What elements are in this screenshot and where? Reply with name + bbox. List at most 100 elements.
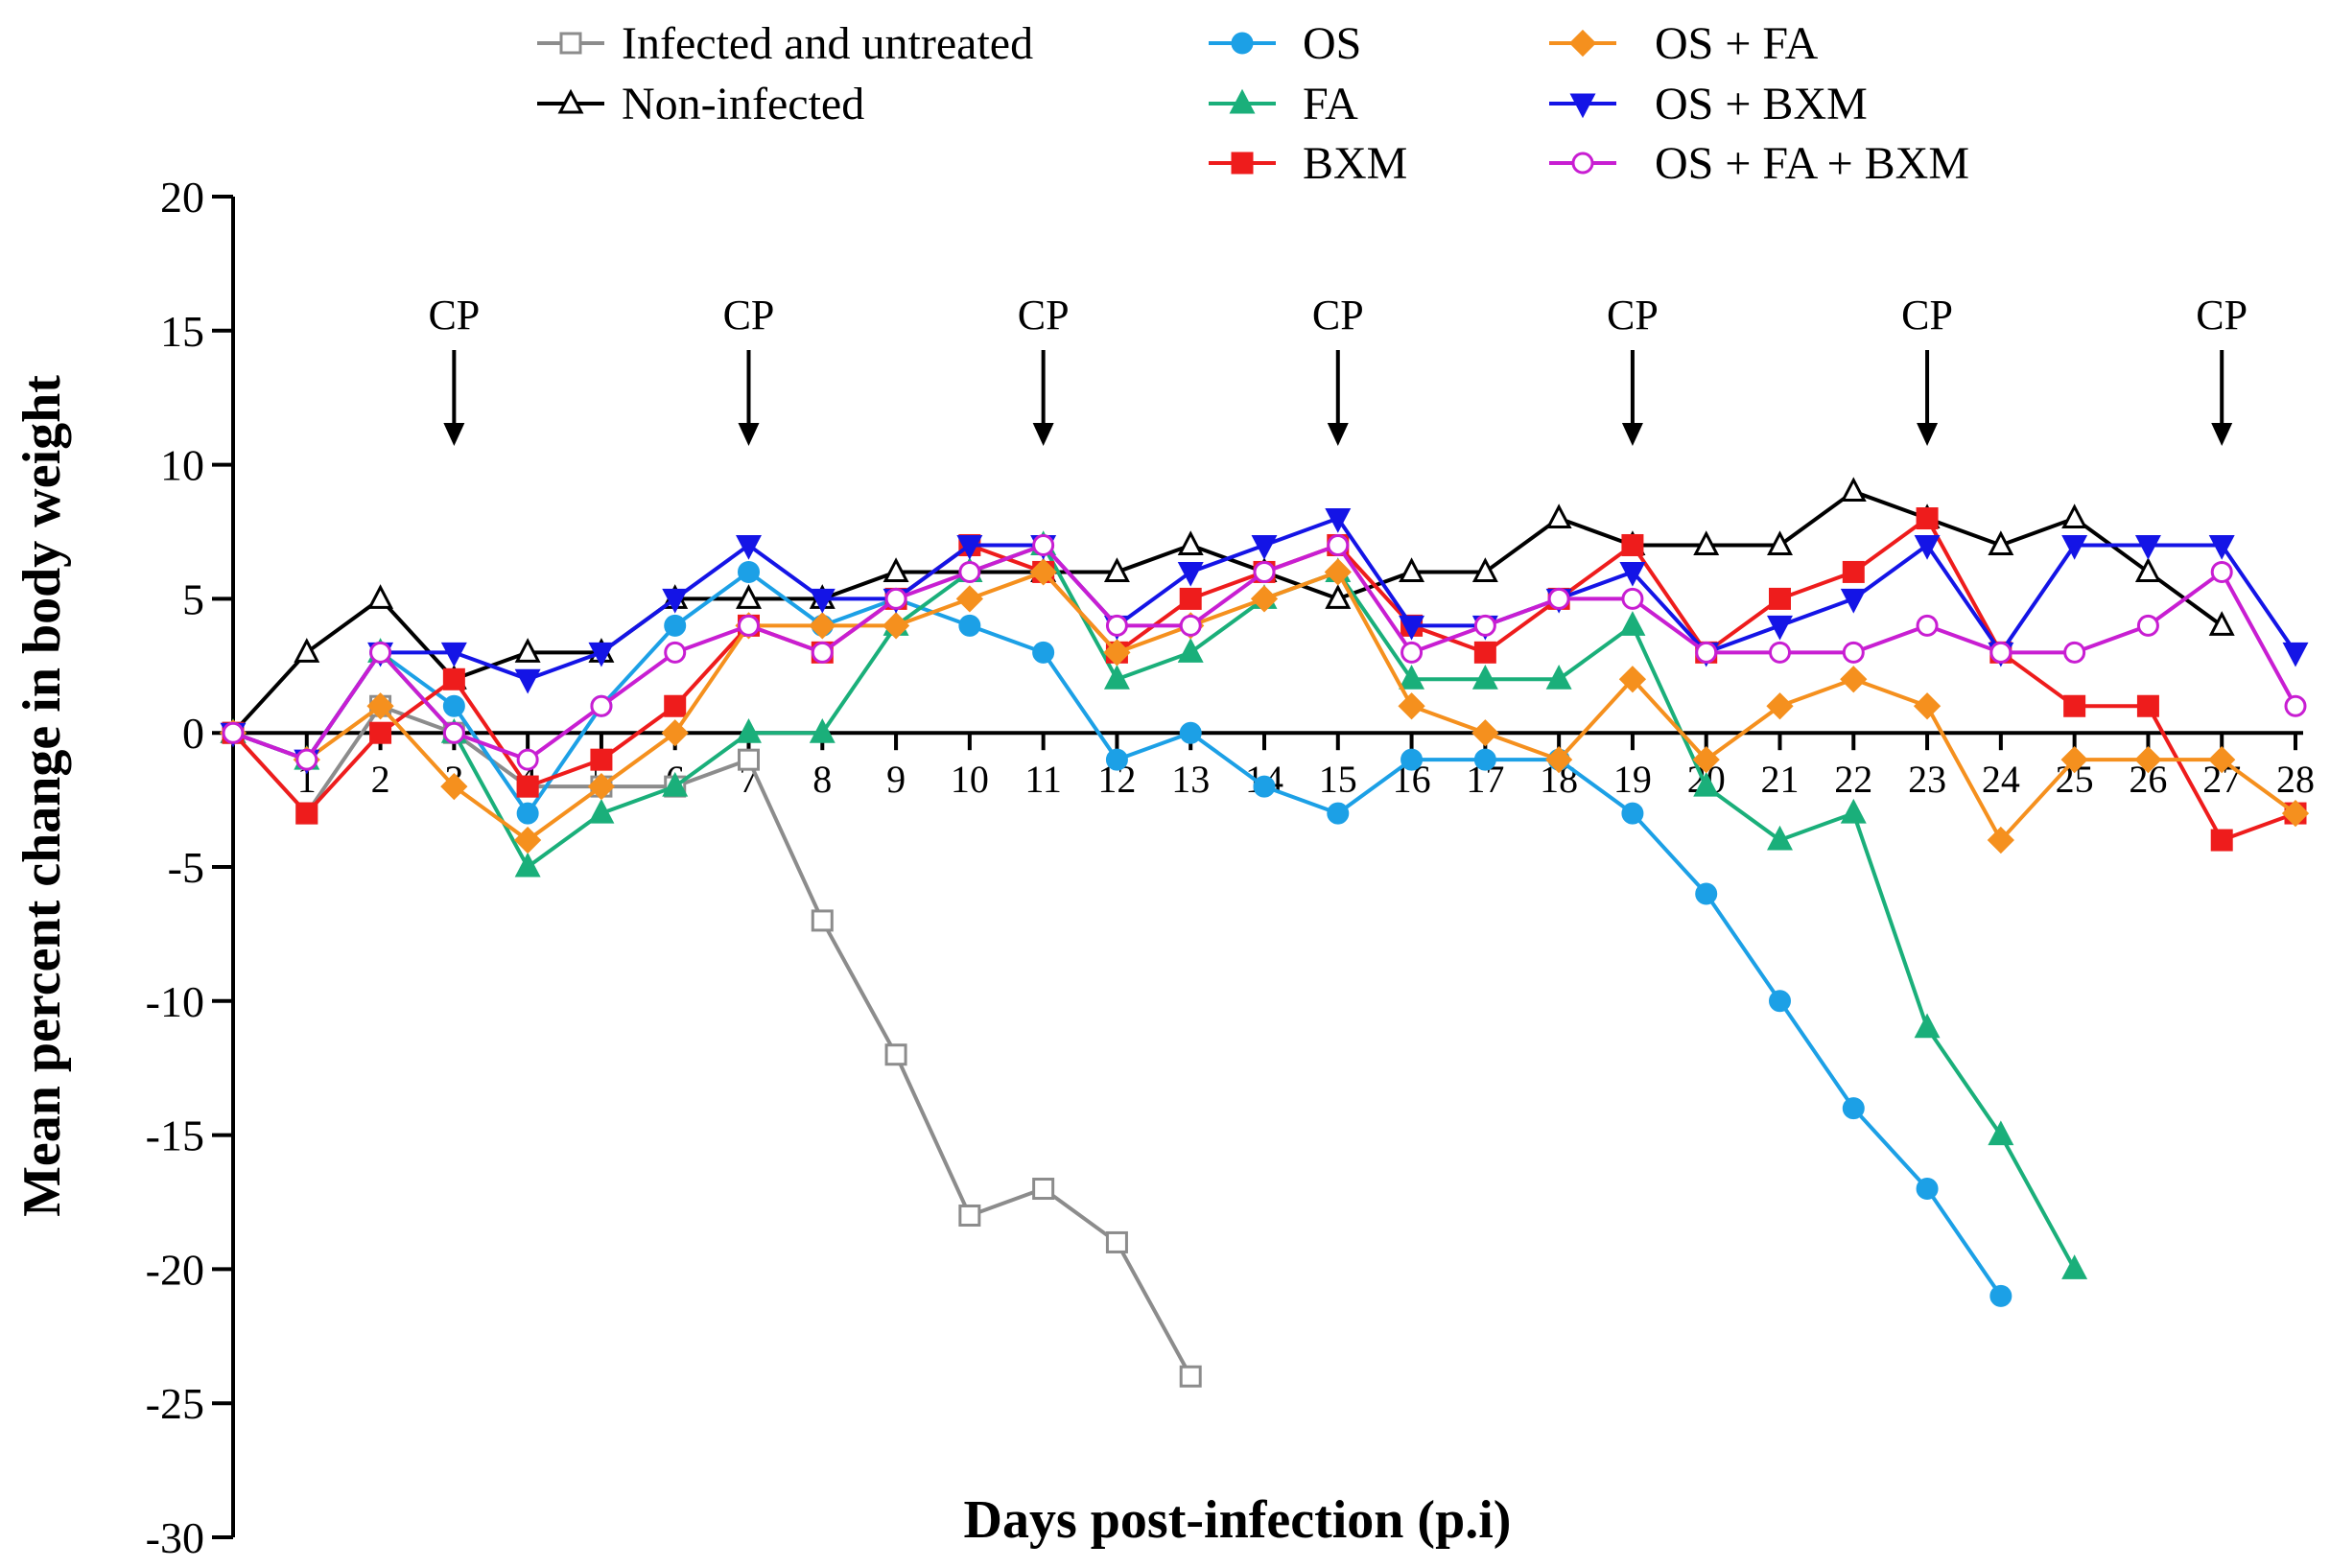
y-tick-label: -30 — [146, 1513, 204, 1562]
x-tick-label: 11 — [1024, 758, 1062, 801]
data-point — [1989, 1284, 2012, 1307]
data-point — [738, 614, 760, 637]
data-point — [1842, 560, 1865, 583]
data-point — [1695, 882, 1718, 905]
data-point — [1105, 614, 1128, 637]
data-point — [1399, 665, 1425, 690]
cp-annotation-label: CP — [428, 292, 480, 339]
data-point — [1769, 587, 1791, 610]
series-os-fa-bxm — [222, 533, 2307, 771]
data-point — [2210, 829, 2233, 852]
data-point — [1769, 990, 1791, 1013]
data-point — [1473, 748, 1496, 771]
y-tick-label: 5 — [182, 574, 204, 623]
data-point — [1693, 530, 1720, 555]
data-point — [1327, 533, 1350, 556]
data-point — [1621, 802, 1644, 825]
data-point — [2063, 641, 2086, 664]
y-tick-label: -25 — [146, 1379, 204, 1428]
data-point — [1618, 666, 1647, 693]
cp-annotation-label: CP — [723, 292, 775, 339]
data-point — [811, 909, 834, 932]
data-point — [2208, 611, 2235, 636]
x-tick-label: 21 — [1761, 758, 1800, 801]
legend-item-os-bxm: OS + BXM — [1549, 79, 1868, 129]
y-tick-label: -5 — [168, 843, 204, 892]
data-point — [2282, 642, 2309, 667]
data-point — [1032, 533, 1055, 556]
data-point — [809, 612, 836, 640]
cp-arrow-head — [1327, 423, 1349, 446]
data-point — [1398, 692, 1425, 720]
data-point — [2136, 694, 2159, 717]
data-point — [1619, 561, 1646, 587]
y-tick-label: 10 — [160, 441, 204, 490]
data-point — [1767, 615, 1793, 641]
data-point — [2061, 503, 2088, 529]
data-point — [2060, 746, 2088, 774]
data-point — [2063, 694, 2086, 717]
data-point — [1545, 503, 1572, 529]
data-point — [1767, 530, 1793, 555]
legend-item-os-fa-bxm: OS + FA + BXM — [1549, 138, 1969, 189]
y-tick-label: -20 — [146, 1245, 204, 1294]
data-point — [1916, 1178, 1939, 1201]
data-point — [2134, 557, 2161, 582]
y-tick-label: 0 — [182, 709, 204, 758]
data-point — [736, 534, 762, 560]
x-tick-label: 15 — [1319, 758, 1357, 801]
data-point — [811, 641, 834, 664]
cp-arrow-head — [1917, 423, 1939, 446]
cp-arrow-head — [1032, 423, 1054, 446]
series-fa — [220, 530, 2088, 1279]
cp-annotations: CP CP CP CP CP CP CP — [428, 292, 2248, 446]
x-tick-label: 9 — [886, 758, 906, 801]
data-point — [1693, 771, 1720, 797]
data-point — [1471, 719, 1499, 747]
cp-annotation-label: CP — [1901, 292, 1953, 339]
data-point — [1179, 587, 1202, 610]
data-point — [1253, 775, 1276, 798]
data-point — [1547, 587, 1570, 610]
data-point — [514, 638, 541, 663]
data-point — [1766, 692, 1794, 720]
data-point — [294, 638, 320, 663]
data-point — [882, 612, 910, 640]
data-point — [440, 642, 467, 667]
legend-item-os-fa: OS + FA — [1549, 18, 1819, 69]
data-point — [809, 717, 836, 743]
data-point — [514, 852, 541, 878]
legend-label: OS + FA — [1655, 18, 1819, 69]
legend-swatch-marker — [1571, 152, 1594, 175]
legend-label: Infected and untreated — [622, 18, 1033, 69]
legend-label: BXM — [1303, 138, 1407, 189]
x-tick-label: 2 — [371, 758, 390, 801]
data-point — [2210, 560, 2233, 583]
data-point — [1105, 1230, 1128, 1253]
cp-arrow-head — [2211, 423, 2233, 446]
legend-swatch-marker — [1231, 32, 1254, 55]
data-point — [1473, 641, 1496, 664]
data-point — [587, 772, 616, 801]
legend-label: OS + BXM — [1655, 79, 1868, 129]
data-point — [2061, 1254, 2088, 1279]
data-point — [664, 641, 687, 664]
x-tick-label: 22 — [1834, 758, 1872, 801]
data-point — [736, 584, 762, 609]
data-point — [1179, 721, 1202, 744]
data-point — [1840, 798, 1867, 824]
x-tick-label: 8 — [812, 758, 832, 801]
data-point — [2281, 799, 2310, 828]
data-point — [1103, 639, 1131, 667]
data-point — [1987, 826, 2014, 854]
legend-swatch-marker — [1568, 29, 1597, 58]
y-tick-label: 20 — [160, 173, 204, 222]
data-point — [590, 694, 613, 717]
data-point — [1103, 557, 1130, 582]
legend: Infected and untreated Non-infected OS FA BX… — [537, 18, 1969, 189]
data-point — [1840, 477, 1867, 503]
data-point — [1029, 558, 1057, 586]
data-point — [514, 826, 542, 854]
x-tick-label: 19 — [1613, 758, 1652, 801]
